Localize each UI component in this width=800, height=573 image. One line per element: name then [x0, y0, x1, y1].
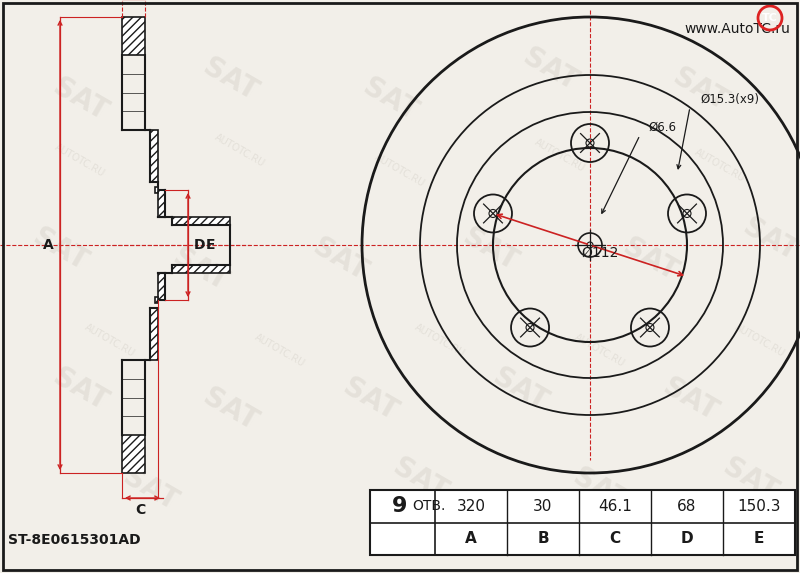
Text: SAT: SAT: [358, 73, 422, 127]
Text: SAT: SAT: [48, 73, 112, 127]
Text: SAT: SAT: [458, 223, 522, 277]
Text: Ø15.3(x9): Ø15.3(x9): [700, 92, 759, 105]
Text: AUTOTC.RU: AUTOTC.RU: [413, 321, 467, 358]
Text: SAT: SAT: [518, 44, 582, 97]
Text: SAT: SAT: [308, 233, 372, 286]
Bar: [158, 190, 165, 217]
Text: A: A: [465, 531, 477, 546]
Text: SAT: SAT: [718, 453, 782, 507]
Text: AUTOTC.RU: AUTOTC.RU: [733, 321, 787, 358]
Text: Ø112: Ø112: [582, 246, 618, 260]
Text: 150.3: 150.3: [738, 499, 781, 514]
Text: 320: 320: [457, 499, 486, 514]
Bar: [122, 435, 145, 473]
Text: www.AutoTC.ru: www.AutoTC.ru: [684, 22, 790, 36]
Text: ОТВ.: ОТВ.: [412, 499, 446, 513]
Bar: [370, 490, 795, 555]
Text: SAT: SAT: [568, 464, 632, 517]
Bar: [155, 297, 158, 303]
Text: SAT: SAT: [168, 244, 232, 297]
Text: SAT: SAT: [738, 213, 800, 266]
Text: AUTOTC.RU: AUTOTC.RU: [533, 136, 587, 174]
Text: AUTOTC.RU: AUTOTC.RU: [213, 132, 267, 168]
Bar: [172, 265, 230, 273]
Text: SAT: SAT: [198, 383, 262, 437]
Text: SAT: SAT: [198, 53, 262, 107]
Bar: [150, 130, 158, 182]
Text: SAT: SAT: [618, 233, 682, 286]
Text: SAT: SAT: [658, 374, 722, 427]
Text: TC: TC: [762, 13, 778, 23]
Text: AUTOTC.RU: AUTOTC.RU: [693, 147, 747, 183]
Text: AUTOTC.RU: AUTOTC.RU: [253, 332, 307, 368]
Bar: [158, 273, 165, 300]
Text: SAT: SAT: [48, 363, 112, 417]
Text: A: A: [42, 238, 54, 252]
Bar: [122, 17, 145, 55]
Text: 30: 30: [534, 499, 553, 514]
Text: SAT: SAT: [488, 363, 552, 417]
Bar: [150, 308, 158, 360]
Text: 9: 9: [392, 496, 407, 516]
Bar: [155, 187, 158, 193]
Text: E: E: [754, 531, 764, 546]
Text: AUTOTC.RU: AUTOTC.RU: [373, 152, 427, 189]
Text: 46.1: 46.1: [598, 499, 632, 514]
Text: SAT: SAT: [668, 63, 732, 117]
Text: AUTOTC.RU: AUTOTC.RU: [573, 332, 627, 368]
Text: Ø6.6: Ø6.6: [648, 120, 676, 134]
Text: B: B: [537, 531, 549, 546]
Text: D: D: [194, 238, 206, 252]
Text: SAT: SAT: [338, 374, 402, 427]
Text: AUTOTC.RU: AUTOTC.RU: [83, 321, 137, 358]
Bar: [172, 217, 230, 225]
Text: ST-8E0615301AD: ST-8E0615301AD: [8, 533, 141, 547]
Text: C: C: [610, 531, 621, 546]
Bar: [370, 490, 795, 555]
Text: E: E: [206, 238, 215, 252]
Text: SAT: SAT: [388, 453, 452, 507]
Text: SAT: SAT: [28, 223, 92, 277]
Text: AUTOTC.RU: AUTOTC.RU: [53, 142, 107, 178]
Text: D: D: [681, 531, 694, 546]
Text: SAT: SAT: [118, 464, 182, 517]
Text: 68: 68: [678, 499, 697, 514]
Text: C: C: [135, 503, 145, 517]
